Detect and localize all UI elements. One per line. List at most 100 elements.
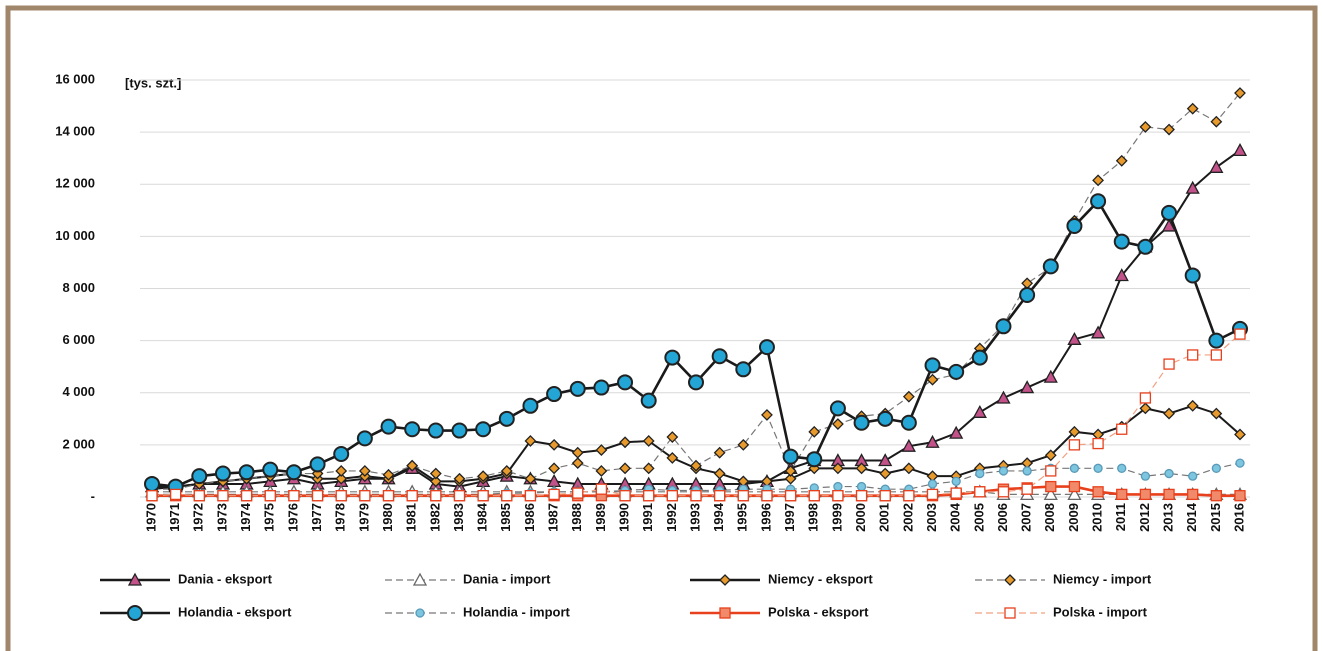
marker: [1042, 258, 1059, 275]
marker: [569, 380, 586, 397]
marker: [900, 414, 917, 431]
marker: [714, 490, 726, 502]
marker: [382, 468, 395, 481]
y-tick-label: -: [91, 488, 95, 503]
marker: [571, 457, 584, 470]
marker: [595, 444, 608, 457]
x-tick-label: 1988: [569, 503, 584, 532]
x-tick-label: 1987: [546, 503, 561, 532]
marker: [415, 608, 425, 618]
marker: [1210, 349, 1222, 361]
x-tick-label: 2001: [877, 503, 892, 532]
marker: [1163, 407, 1175, 420]
marker: [595, 483, 608, 495]
marker: [453, 472, 466, 485]
marker: [427, 422, 444, 439]
marker: [1211, 463, 1221, 473]
x-tick-label: 2003: [924, 503, 939, 532]
marker: [1116, 423, 1128, 435]
marker: [477, 490, 489, 502]
marker: [995, 318, 1012, 335]
marker: [949, 425, 964, 439]
x-tick-label: 1998: [806, 503, 821, 532]
marker: [1004, 574, 1016, 586]
x-tick-label: 2008: [1042, 503, 1057, 532]
marker: [262, 461, 279, 478]
x-tick-label: 1993: [687, 503, 702, 532]
x-tick-label: 1977: [309, 503, 324, 532]
marker: [144, 475, 160, 492]
marker: [642, 462, 655, 475]
marker: [688, 374, 704, 391]
marker: [1045, 480, 1057, 493]
marker: [1139, 488, 1152, 501]
marker: [1185, 180, 1200, 194]
y-tick-label: 4 000: [62, 384, 95, 399]
marker: [925, 434, 940, 448]
y-tick-label: 14 000: [55, 124, 95, 139]
marker: [500, 465, 513, 477]
marker: [831, 418, 844, 430]
marker: [522, 397, 539, 414]
marker: [1068, 425, 1081, 438]
x-tick-label: 1973: [214, 503, 229, 532]
marker: [146, 490, 158, 502]
marker: [951, 476, 961, 487]
x-tick-label: 1984: [475, 502, 490, 532]
x-tick-label: 2013: [1160, 503, 1175, 532]
marker: [879, 490, 891, 502]
marker: [1137, 238, 1154, 255]
marker: [1022, 466, 1032, 476]
marker: [972, 404, 987, 418]
marker: [902, 390, 915, 403]
marker: [404, 421, 421, 438]
marker: [719, 574, 731, 586]
y-tick-label: 2 000: [62, 436, 95, 451]
marker: [1186, 102, 1199, 115]
marker: [758, 339, 775, 356]
x-tick-label: 2006: [995, 503, 1010, 532]
x-tick-label: 2007: [1019, 503, 1034, 532]
marker: [595, 465, 608, 477]
x-tick-label: 2011: [1113, 503, 1128, 531]
marker: [829, 400, 846, 417]
marker: [806, 451, 823, 468]
x-tick-label: 1972: [191, 503, 206, 532]
x-tick-label: 2000: [853, 503, 868, 532]
x-tick-label: 1978: [333, 503, 348, 532]
marker: [1140, 471, 1151, 481]
marker: [1184, 267, 1201, 284]
marker: [524, 435, 537, 447]
x-tick-label: 1979: [356, 503, 371, 532]
marker: [713, 467, 726, 480]
marker: [380, 418, 397, 435]
x-tick-label: 1982: [427, 503, 442, 532]
x-tick-label: 1981: [404, 503, 419, 532]
marker: [593, 379, 610, 396]
marker: [998, 466, 1009, 476]
legend-label: Polska - import: [1053, 604, 1148, 619]
marker: [761, 408, 773, 421]
marker: [784, 490, 797, 502]
marker: [855, 490, 868, 502]
marker: [548, 438, 561, 451]
legend-label: Holandia - eksport: [178, 604, 292, 619]
marker: [191, 468, 208, 485]
x-tick-label: 1992: [664, 503, 679, 532]
marker: [1235, 458, 1245, 468]
marker: [309, 456, 326, 473]
marker: [1092, 174, 1105, 187]
marker: [975, 468, 985, 479]
marker: [214, 465, 231, 482]
marker: [1066, 217, 1083, 234]
x-tick-label: 1975: [262, 503, 277, 532]
marker: [1092, 437, 1104, 450]
marker: [358, 465, 371, 477]
marker: [498, 410, 515, 427]
marker: [711, 348, 728, 365]
marker: [453, 490, 466, 502]
x-tick-label: 1999: [829, 503, 844, 532]
marker: [761, 490, 773, 502]
x-tick-label: 2009: [1066, 503, 1081, 532]
marker: [735, 361, 752, 378]
